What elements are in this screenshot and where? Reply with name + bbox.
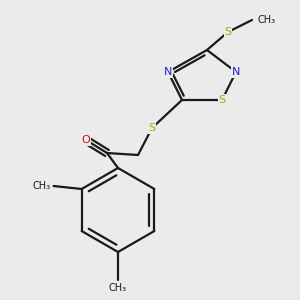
Text: N: N — [232, 67, 240, 77]
Text: N: N — [164, 67, 172, 77]
Text: CH₃: CH₃ — [32, 181, 51, 191]
Text: CH₃: CH₃ — [258, 15, 276, 25]
Text: S: S — [224, 27, 232, 37]
Text: S: S — [218, 95, 226, 105]
Text: O: O — [82, 135, 90, 145]
Text: S: S — [148, 123, 156, 133]
Text: CH₃: CH₃ — [109, 283, 127, 293]
